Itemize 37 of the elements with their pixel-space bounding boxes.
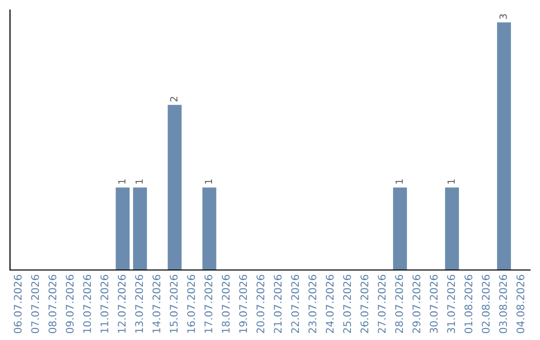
- x-tick-label: 15.07.2026: [170, 274, 178, 333]
- x-tick-label: 01.08.2026: [464, 274, 472, 334]
- x-tick-label: 13.07.2026: [135, 274, 144, 333]
- x-tick-label: 24.07.2026: [326, 274, 334, 334]
- x-tick-label: 18.07.2026: [222, 274, 230, 333]
- x-tick-label: 26.07.2026: [360, 274, 368, 334]
- data-label: 1: [396, 179, 403, 184]
- x-tick-label: 10.07.2026: [83, 274, 92, 333]
- x-tick-label: 03.08.2026: [499, 274, 508, 334]
- x-tick-label: 31.07.2026: [447, 274, 456, 334]
- x-tick-label: 08.07.2026: [48, 274, 56, 334]
- x-tick-label: 17.07.2026: [204, 274, 212, 333]
- x-tick-label: 30.07.2026: [430, 274, 438, 334]
- x-tick-label: 06.07.2026: [14, 274, 22, 334]
- x-tick-label: 02.08.2026: [482, 274, 490, 334]
- x-tick-label: 27.07.2026: [378, 274, 386, 334]
- x-tick-label: 11.07.2026: [100, 274, 108, 333]
- data-label: 2: [170, 96, 178, 102]
- x-tick-label: 09.07.2026: [66, 274, 74, 334]
- x-tick-label: 21.07.2026: [274, 274, 282, 334]
- x-tick-label: 22.07.2026: [291, 274, 300, 334]
- x-tick-label: 28.07.2026: [395, 274, 404, 334]
- x-tick-label: 04.08.2026: [516, 274, 524, 334]
- data-label: 3: [499, 14, 507, 19]
- data-label: 1: [118, 179, 126, 184]
- data-label: 1: [448, 179, 455, 184]
- x-tick-label: 25.07.2026: [343, 274, 352, 334]
- x-tick-label: 23.07.2026: [308, 274, 316, 334]
- x-tick-label: 19.07.2026: [239, 274, 248, 333]
- x-tick-label: 20.07.2026: [256, 274, 264, 334]
- x-tick-label: 14.07.2026: [152, 274, 160, 333]
- x-tick-label: 07.07.2026: [31, 274, 40, 334]
- data-label: 1: [136, 179, 143, 184]
- x-tick-label: 16.07.2026: [187, 274, 196, 333]
- x-tick-label: 29.07.2026: [412, 274, 420, 334]
- data-label: 1: [204, 179, 212, 184]
- x-tick-label: 12.07.2026: [118, 274, 126, 333]
